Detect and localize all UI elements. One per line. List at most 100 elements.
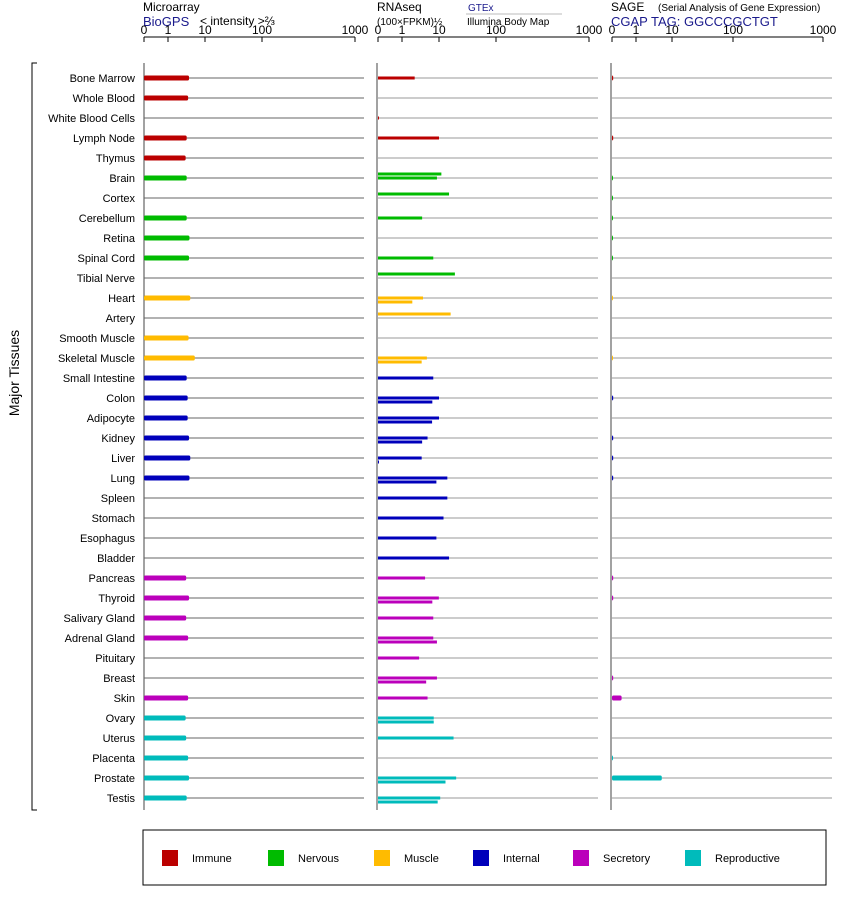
bar-rnaseq — [378, 300, 413, 304]
tissue-label[interactable]: Liver — [111, 453, 135, 465]
bar-microarray — [144, 735, 187, 741]
microarray-source[interactable]: BioGPS — [143, 14, 190, 29]
bar-sage — [612, 235, 613, 241]
bar-rnaseq — [378, 176, 437, 180]
bar-rnaseq — [378, 436, 428, 440]
tissue-row: Bone Marrow — [70, 73, 832, 85]
rnaseq-source-ibm[interactable]: Illumina Body Map — [467, 17, 550, 28]
bar-microarray — [144, 435, 190, 441]
bar-rnaseq — [378, 736, 454, 740]
tissue-row: Spinal Cord — [78, 253, 832, 265]
axis-microarray: 0 1 10 100 1000 — [141, 23, 369, 810]
rnaseq-scale-label: (100×FPKM)½ — [377, 17, 443, 28]
tissue-label[interactable]: Adipocyte — [87, 413, 135, 425]
tissue-label[interactable]: Pituitary — [95, 653, 135, 665]
axis-sage: 0 1 10 100 1000 — [609, 23, 837, 810]
bar-rnaseq — [378, 116, 379, 120]
tissue-row: Prostate — [94, 773, 832, 785]
tissue-label[interactable]: Lymph Node — [73, 133, 135, 145]
axis-rnaseq: 0 1 10 100 1000 — [375, 23, 603, 810]
bar-rnaseq — [378, 360, 422, 364]
bar-rnaseq — [378, 676, 437, 680]
tissue-label[interactable]: Lung — [111, 473, 135, 485]
bar-microarray — [144, 335, 189, 341]
bar-microarray — [144, 135, 187, 141]
bar-rnaseq — [378, 356, 427, 360]
tissue-row: Esophagus — [80, 533, 832, 545]
legend-swatch — [573, 850, 589, 866]
tissue-label[interactable]: Bladder — [97, 553, 135, 565]
bar-microarray — [144, 575, 187, 581]
bars-sage — [612, 75, 662, 781]
bar-microarray — [144, 235, 190, 241]
bar-microarray — [144, 395, 188, 401]
tissue-label[interactable]: Cerebellum — [79, 213, 135, 225]
tissue-label[interactable]: Pancreas — [89, 573, 136, 585]
tissue-label[interactable]: Brain — [109, 173, 135, 185]
rnaseq-title: RNAseq — [377, 0, 422, 14]
microarray-scale-label: < intensity >⅔ — [200, 14, 275, 28]
tissue-label[interactable]: Bone Marrow — [70, 73, 135, 85]
legend-label: Immune — [192, 853, 232, 865]
tissue-row: Adipocyte — [87, 413, 832, 425]
bar-rnaseq — [378, 800, 438, 804]
tissue-label[interactable]: Whole Blood — [73, 93, 135, 105]
bar-sage — [612, 435, 614, 441]
bar-sage — [612, 775, 662, 781]
tissue-row: Skin — [114, 693, 832, 705]
x-tick-label: 100 — [723, 23, 743, 37]
tissue-label[interactable]: Smooth Muscle — [59, 333, 135, 345]
tissue-label[interactable]: Tibial Nerve — [77, 273, 135, 285]
bar-sage — [612, 595, 614, 601]
tissue-label[interactable]: Kidney — [101, 433, 135, 445]
legend-item-immune: Immune — [162, 850, 232, 866]
bar-rnaseq — [378, 680, 427, 684]
tissue-row: Pancreas — [89, 573, 832, 585]
x-tick-label: 10 — [665, 23, 679, 37]
tissue-label[interactable]: Skin — [114, 693, 135, 705]
sage-source[interactable]: CGAP TAG: GGCCCGCTGT — [611, 14, 778, 29]
tissue-row: White Blood Cells — [48, 113, 832, 125]
tissue-label[interactable]: Artery — [106, 313, 136, 325]
bar-sage — [612, 295, 613, 301]
tissue-row: Smooth Muscle — [59, 333, 832, 345]
legend-swatch — [473, 850, 489, 866]
tissue-label[interactable]: Esophagus — [80, 533, 136, 545]
tissue-label[interactable]: Small Intestine — [63, 373, 135, 385]
tissue-label[interactable]: Cortex — [103, 193, 136, 205]
bar-rnaseq — [378, 76, 415, 80]
tissue-label[interactable]: Thyroid — [98, 593, 135, 605]
tissue-label[interactable]: Skeletal Muscle — [58, 353, 135, 365]
tissue-label[interactable]: Retina — [103, 233, 136, 245]
tissue-label[interactable]: Spleen — [101, 493, 135, 505]
bar-sage — [612, 255, 613, 261]
tissue-label[interactable]: Adrenal Gland — [65, 633, 135, 645]
bar-sage — [612, 395, 614, 401]
tissue-label[interactable]: Testis — [107, 793, 136, 805]
x-tick-label: 1 — [399, 23, 406, 37]
tissue-label[interactable]: Breast — [103, 673, 135, 685]
bar-rnaseq — [378, 636, 434, 640]
tissue-row: Kidney — [101, 433, 832, 445]
rnaseq-source-gtex[interactable]: GTEx — [468, 3, 494, 14]
tissue-label[interactable]: Spinal Cord — [78, 253, 135, 265]
tissue-label[interactable]: Prostate — [94, 773, 135, 785]
bar-microarray — [144, 295, 191, 301]
tissue-label[interactable]: Stomach — [92, 513, 135, 525]
legend-item-muscle: Muscle — [374, 850, 439, 866]
bar-rnaseq — [378, 696, 428, 700]
tissue-label[interactable]: Uterus — [103, 733, 136, 745]
tissue-label[interactable]: Placenta — [92, 753, 136, 765]
tissue-label[interactable]: White Blood Cells — [48, 113, 135, 125]
tissue-label[interactable]: Thymus — [96, 153, 136, 165]
bar-rnaseq — [378, 576, 426, 580]
tissue-label[interactable]: Heart — [108, 293, 135, 305]
bar-rnaseq — [378, 420, 433, 424]
bar-rnaseq — [378, 136, 439, 140]
tissue-label[interactable]: Colon — [106, 393, 135, 405]
tissue-label[interactable]: Ovary — [106, 713, 136, 725]
tissue-label[interactable]: Salivary Gland — [63, 613, 135, 625]
tissue-row: Placenta — [92, 753, 832, 765]
bar-microarray — [144, 215, 187, 221]
